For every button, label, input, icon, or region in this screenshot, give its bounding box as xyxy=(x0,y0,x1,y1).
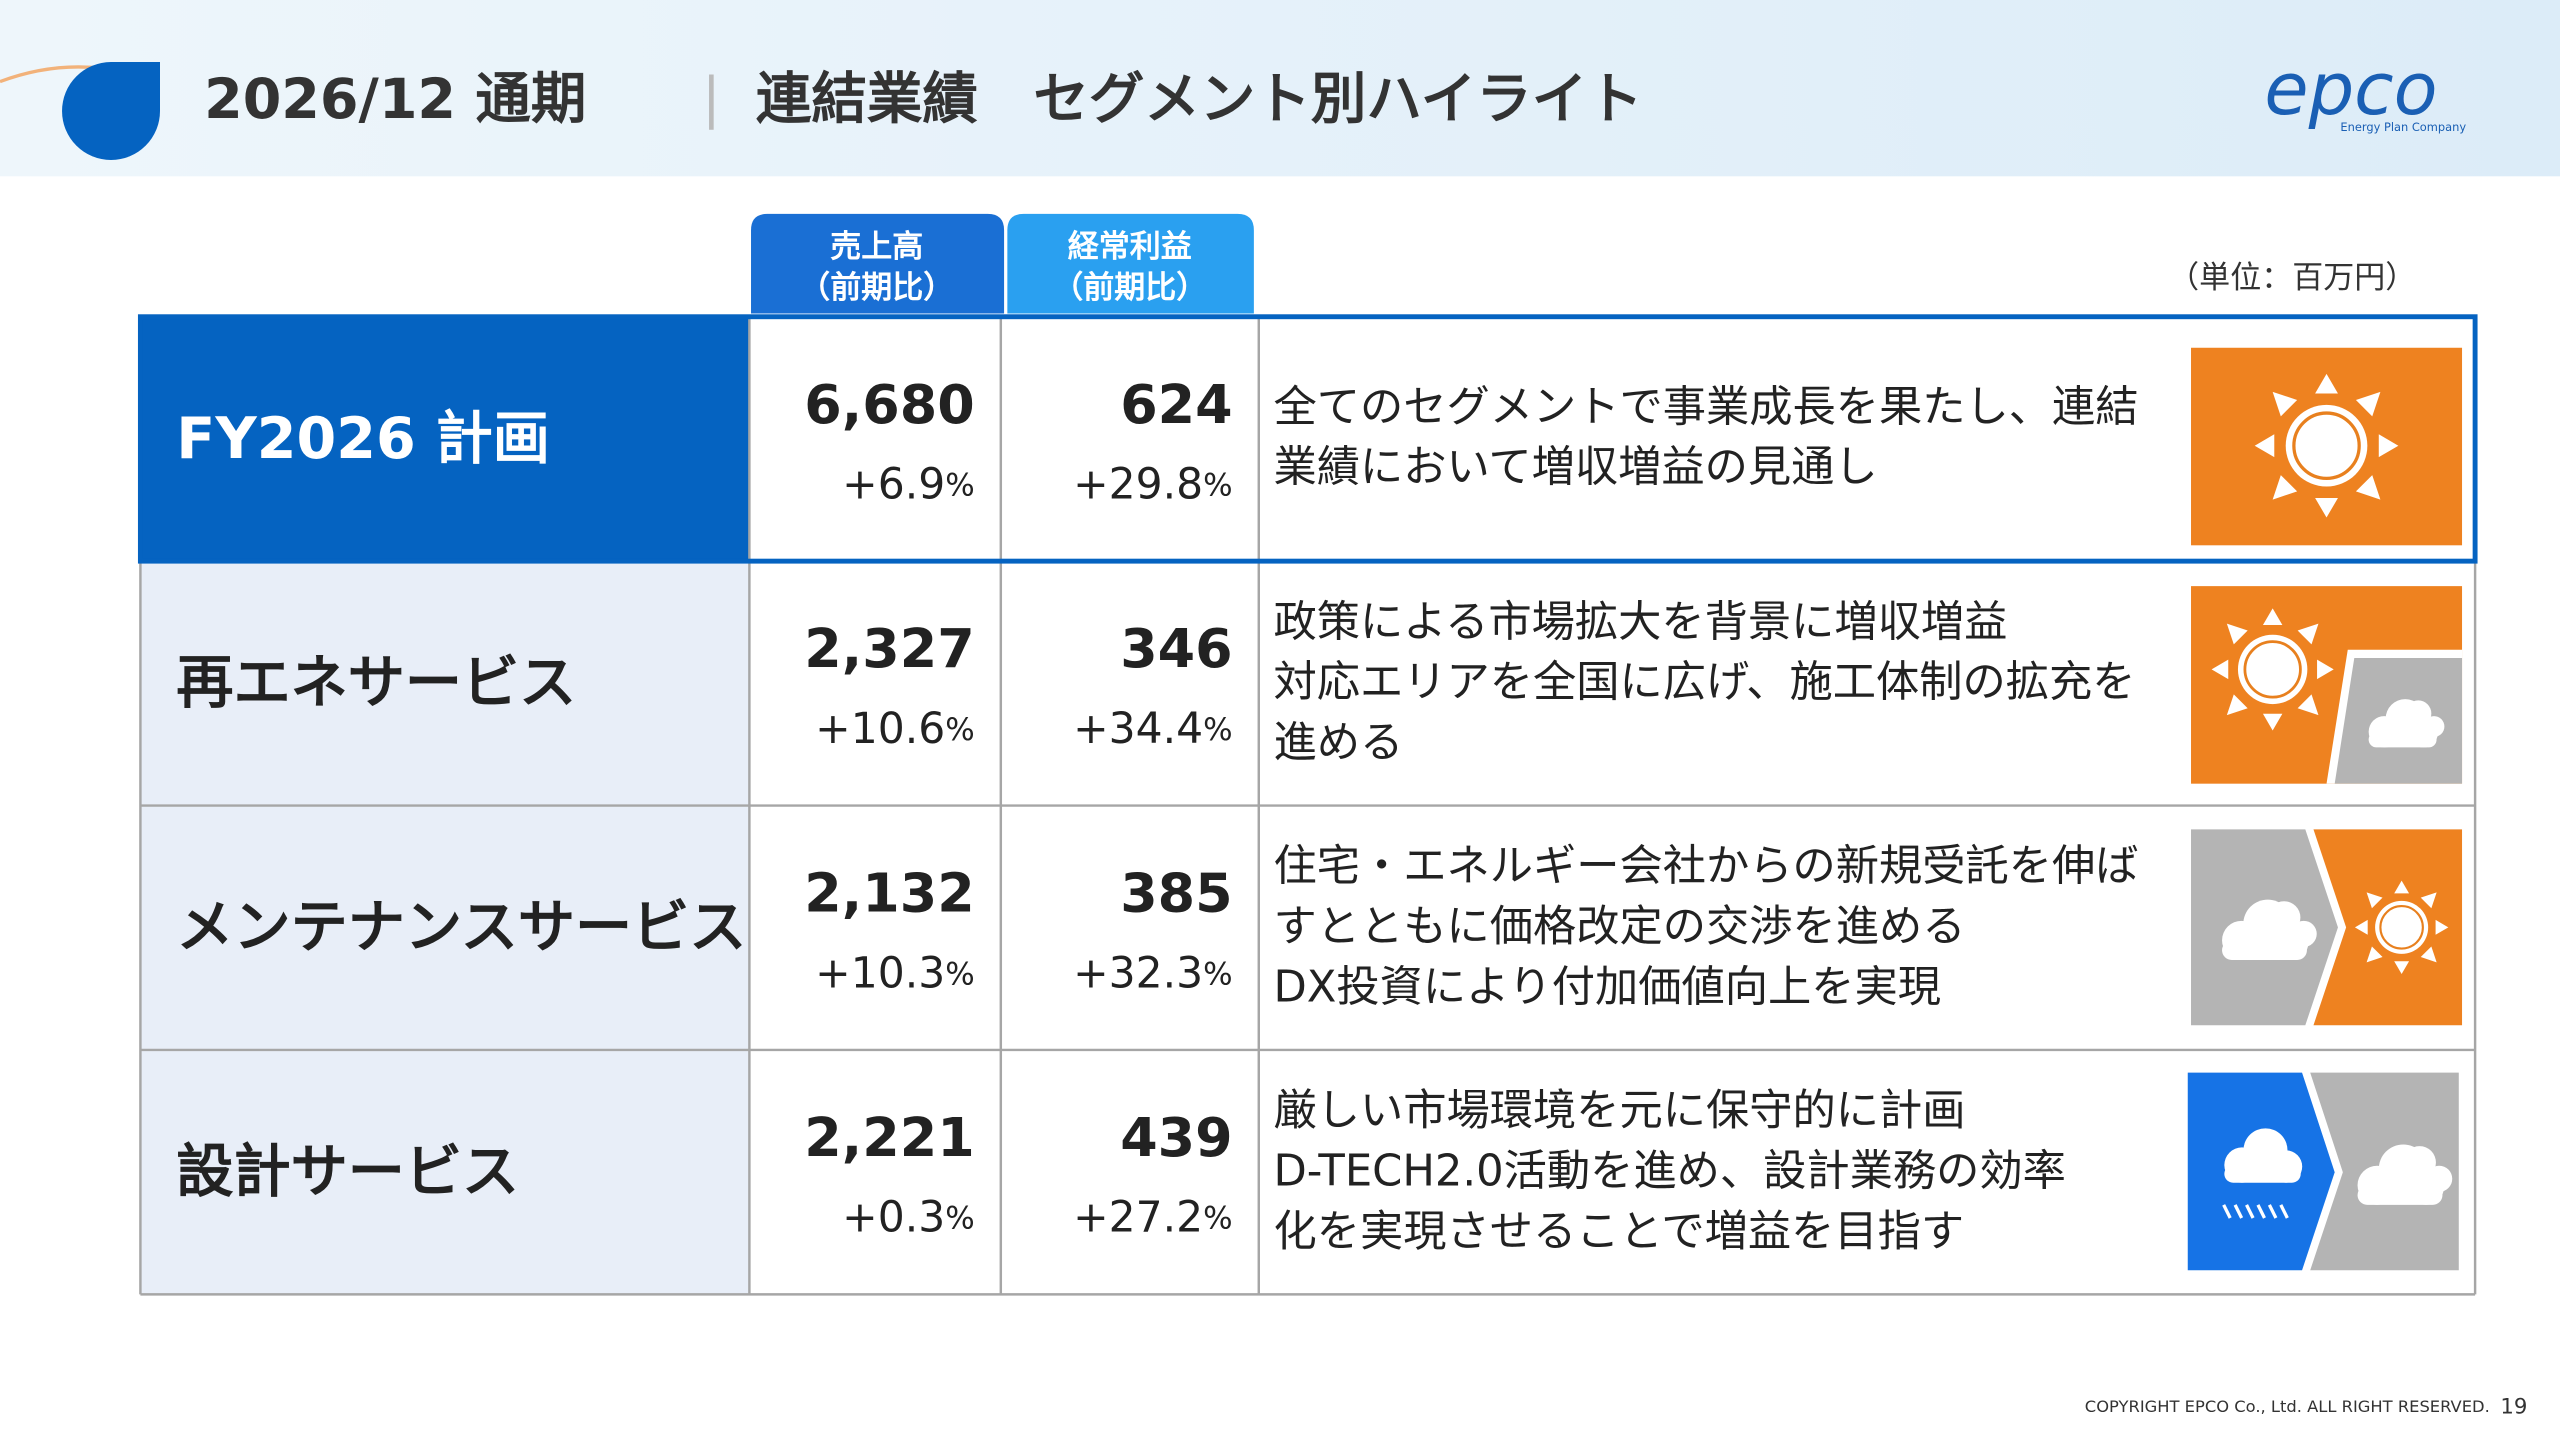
value: 624 xyxy=(1120,373,1232,436)
header-band xyxy=(0,0,2560,177)
change: +32.3% xyxy=(1073,949,1233,998)
row-label: 設計サービス xyxy=(176,1139,519,1205)
title: 2026/12 通期 xyxy=(204,67,586,132)
column-tab xyxy=(751,213,1005,314)
label-cell xyxy=(140,1049,750,1295)
separator: | xyxy=(702,65,721,130)
icon-cloudy-sunny xyxy=(2191,829,2463,1026)
comment-line: 政策による市場拡大を背景に増収増益 xyxy=(1273,597,2007,647)
value: 439 xyxy=(1120,1106,1232,1169)
table: FY2026 計画 6,680 +6.9% 624 +29.8% 全てのセグメントで事業成… xyxy=(137,314,2478,1296)
highlight-border xyxy=(137,314,2478,564)
column-header: （前期比） xyxy=(1052,270,1207,306)
change: +10.6% xyxy=(815,704,975,753)
comment-line: 全てのセグメントで事業成長を果たし、連結 xyxy=(1273,382,2138,432)
column-header: 売上高 xyxy=(830,229,923,265)
comment-line: D-TECH2.0活動を進め、設計業務の効率 xyxy=(1273,1147,2065,1197)
label-cell xyxy=(140,561,750,806)
value: 2,132 xyxy=(804,862,974,925)
comment-line: DX投資により付加価値向上を実現 xyxy=(1273,963,1941,1013)
value: 346 xyxy=(1120,617,1232,680)
logo: epco xyxy=(2264,47,2437,131)
comment-line: 進める xyxy=(1273,718,1403,768)
logo-drop xyxy=(62,62,160,160)
copyright: COPYRIGHT EPCO Co., Ltd. ALL RIGHT RESER… xyxy=(2085,1397,2490,1416)
weather-icons xyxy=(2187,347,2463,1271)
row-cell xyxy=(749,316,2476,562)
comment-line: 住宅・エネルギー会社からの新規受託を伸ば xyxy=(1273,842,2138,892)
label-cell xyxy=(140,805,750,1050)
page-number: 19 xyxy=(2500,1394,2527,1419)
column-header: 経常利益 xyxy=(1068,229,1192,265)
label-cell xyxy=(140,316,750,562)
value: 6,680 xyxy=(804,373,974,436)
value: 2,327 xyxy=(804,617,974,680)
value: 385 xyxy=(1120,862,1232,925)
row-cell xyxy=(749,561,2476,806)
icon-sunny xyxy=(2191,347,2463,546)
row-label: FY2026 計画 xyxy=(176,406,550,472)
comment-line: すとともに価格改定の交渉を進める xyxy=(1273,902,1965,952)
change: +27.2% xyxy=(1073,1193,1233,1242)
row-label: 再エネサービス xyxy=(176,650,576,716)
logo-tagline: Energy Plan Company xyxy=(2340,120,2466,134)
comment-line: 業績において増収増益の見通し xyxy=(1273,443,1877,493)
subtitle: 連結業績 セグメント別ハイライト xyxy=(756,67,1643,132)
row-cell xyxy=(749,805,2476,1050)
column-header: （前期比） xyxy=(799,270,954,306)
change: +29.8% xyxy=(1073,460,1233,509)
column-tab xyxy=(1007,213,1254,314)
comment-line: 対応エリアを全国に広げ、施工体制の拡充を xyxy=(1273,658,2135,708)
icon-rainy-cloudy xyxy=(2187,1072,2459,1271)
comment-line: 化を実現させることで増益を目指す xyxy=(1273,1207,1964,1257)
row-cell xyxy=(749,1049,2476,1295)
unit: （単位：百万円） xyxy=(2168,260,2416,296)
change: +6.9% xyxy=(842,460,975,509)
change: +10.3% xyxy=(815,949,975,998)
value: 2,221 xyxy=(804,1106,974,1169)
comment-line: 厳しい市場環境を元に保守的に計画 xyxy=(1273,1086,1965,1136)
change: +34.4% xyxy=(1073,704,1233,753)
change: +0.3% xyxy=(842,1193,975,1242)
icon-sunny-cloudy xyxy=(2191,586,2463,784)
row-label: メンテナンスサービス xyxy=(176,895,746,961)
